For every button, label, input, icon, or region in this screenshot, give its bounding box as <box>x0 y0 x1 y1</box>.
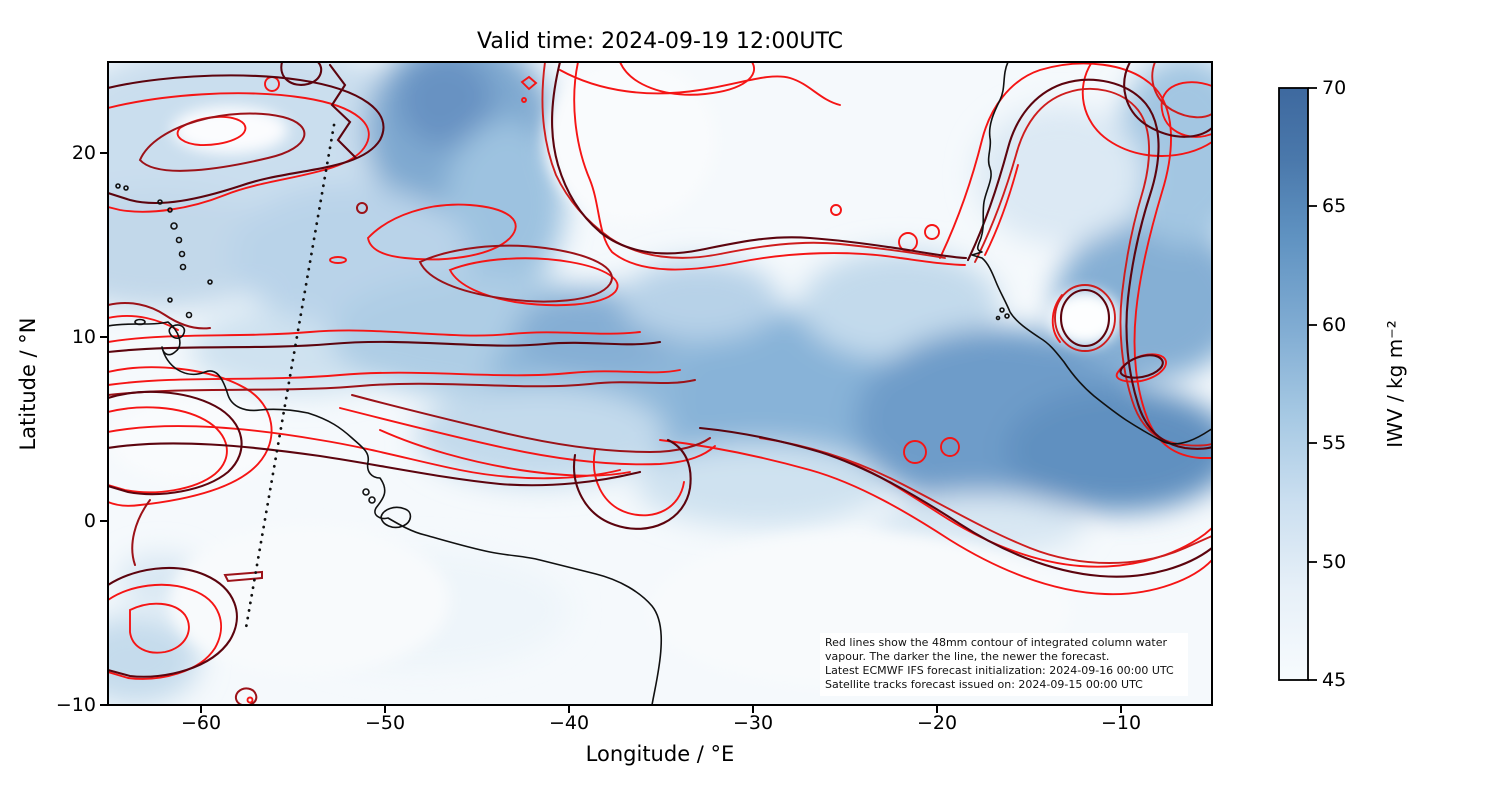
contour-48mm-mid <box>541 62 1212 564</box>
marajo-island <box>380 506 412 529</box>
contour-48mm-newer <box>108 112 711 705</box>
trinidad-island <box>168 324 186 339</box>
x-axis-label: Longitude / °E <box>585 742 735 766</box>
colorbar-label: IWV / kg m⁻² <box>1383 320 1407 448</box>
colorbar <box>1278 87 1309 681</box>
annotation-line: Satellite tracks forecast issued on: 202… <box>825 677 1143 691</box>
colorbar-tick-label: 45 <box>1322 669 1347 691</box>
y-tick-marks <box>100 152 108 706</box>
figure-title: Valid time: 2024-09-19 12:00UTC <box>477 29 843 54</box>
x-tick-label: −40 <box>548 712 590 734</box>
satellite-track-dotted-line <box>244 123 336 630</box>
colorbar-tick-label: 65 <box>1322 195 1347 217</box>
annotation-line: Red lines show the 48mm contour of integ… <box>825 636 1167 649</box>
contour-48mm-oldest <box>108 62 1212 704</box>
y-axis-label: Latitude / °N <box>16 317 40 451</box>
contour-48mm-newest <box>108 62 1212 678</box>
x-tick-label: −20 <box>916 712 958 734</box>
x-tick-label: −10 <box>1100 712 1142 734</box>
annotation-box: Red lines show the 48mm contour of integ… <box>820 633 1188 696</box>
y-tick-label: 10 <box>71 326 96 348</box>
y-tick-label: 0 <box>83 510 96 532</box>
colorbar-tick-label: 70 <box>1322 77 1347 99</box>
x-tick-label: −50 <box>364 712 406 734</box>
x-tick-marks <box>200 705 1122 713</box>
annotation-line: vapour. The darker the line, the newer t… <box>825 649 1110 663</box>
x-tick-label: −30 <box>732 712 774 734</box>
annotation-line: Latest ECMWF IFS forecast initialization… <box>825 663 1174 677</box>
colorbar-tick-label: 55 <box>1322 432 1347 454</box>
y-tick-label: 20 <box>71 142 96 164</box>
south-america-coastline <box>108 321 663 705</box>
coastlines <box>108 62 1212 705</box>
y-tick-label: −10 <box>55 694 96 716</box>
colorbar-tick-label: 60 <box>1322 314 1347 336</box>
axes-frame <box>107 61 1213 706</box>
colorbar-tick-label: 50 <box>1322 551 1347 573</box>
x-tick-label: −60 <box>180 712 222 734</box>
africa-coastline <box>971 62 1212 445</box>
colorbar-tick-marks <box>1308 87 1317 681</box>
